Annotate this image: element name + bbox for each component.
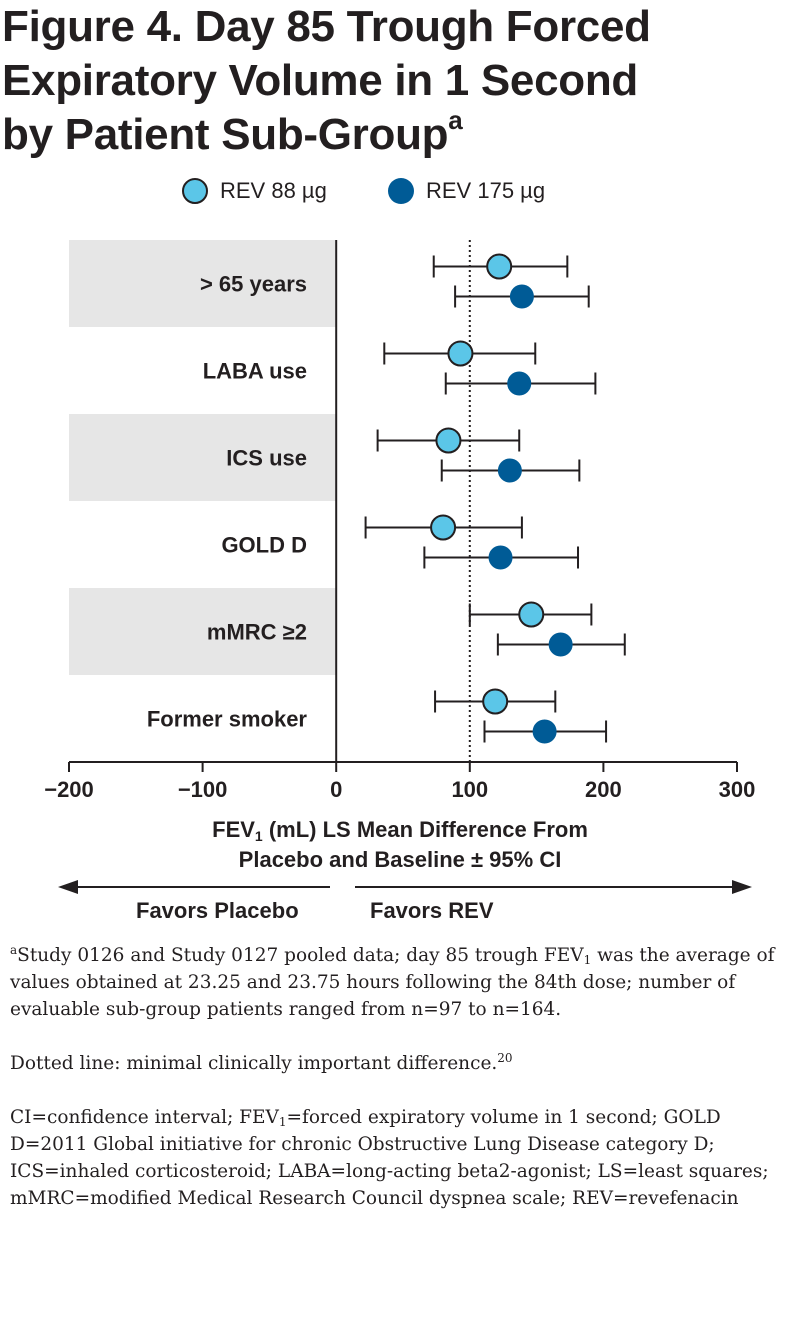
x-tick-label: 200 (585, 777, 622, 802)
point-rev175 (497, 458, 522, 483)
x-tick-label: 300 (719, 777, 756, 802)
row-band (69, 588, 337, 675)
row-band (69, 414, 337, 501)
footnote-1-sub: 1 (583, 953, 592, 967)
footnote-3-sub: 1 (278, 1115, 287, 1129)
title-line-3-text: by Patient Sub-Group (2, 110, 449, 159)
category-label: ICS use (226, 446, 307, 471)
category-label: > 65 years (200, 272, 307, 297)
footnote-3b: =forced expiratory volume in 1 second; G… (10, 1107, 769, 1209)
x-tick-label: 100 (451, 777, 488, 802)
title-footnote-marker: a (448, 105, 463, 135)
legend-marker-rev175 (388, 178, 414, 204)
footnote-2-ref: 20 (497, 1051, 513, 1065)
x-tick-label: −200 (44, 777, 94, 802)
x-axis-title-sub: 1 (254, 828, 263, 844)
favors-placebo-label: Favors Placebo (136, 898, 299, 923)
legend-item-rev175: REV 175 µg (388, 178, 545, 204)
forest-plot: > 65 years LABA use ICS use GOLD D mMRC ≥2 Fo… (44, 240, 756, 802)
footnote-1a: Study 0126 and Study 0127 pooled data; d… (17, 945, 584, 966)
point-rev88 (482, 688, 509, 715)
favors-rev-arrowhead (732, 880, 752, 894)
point-rev175 (507, 371, 532, 396)
point-rev88 (435, 427, 462, 454)
title-line-2: Expiratory Volume in 1 Second (2, 56, 638, 105)
point-rev88 (518, 601, 545, 628)
legend-item-rev88: REV 88 µg (182, 178, 327, 204)
point-rev88 (447, 340, 474, 367)
title-line-1: Figure 4. Day 85 Trough Forced (2, 2, 651, 51)
x-tick-label: 0 (330, 777, 342, 802)
point-rev175 (532, 719, 557, 744)
x-axis-title-line-2: Placebo and Baseline ± 95% CI (238, 847, 562, 872)
x-axis-title-post: (mL) LS Mean Difference From (262, 817, 588, 842)
category-label: Former smoker (147, 707, 308, 732)
category-label: mMRC ≥2 (207, 620, 307, 645)
category-label: GOLD D (221, 533, 307, 558)
point-rev175 (509, 284, 534, 309)
footnote-2-text: Dotted line: minimal clinically importan… (10, 1053, 498, 1074)
title-line-3: by Patient Sub-Groupa (2, 105, 792, 162)
footnote-pooled-data: aStudy 0126 and Study 0127 pooled data; … (10, 942, 790, 1023)
favors-placebo-arrowhead (58, 880, 78, 894)
footnote-abbreviations: CI=confidence interval; FEV1=forced expi… (10, 1104, 790, 1212)
footnotes: aStudy 0126 and Study 0127 pooled data; … (10, 942, 790, 1239)
x-tick-label: −100 (178, 777, 228, 802)
point-rev175 (488, 545, 513, 570)
point-rev88 (430, 514, 457, 541)
row-band (69, 240, 337, 327)
point-rev88 (486, 253, 513, 280)
favors-rev-label: Favors REV (370, 898, 494, 923)
legend-label-rev88: REV 88 µg (220, 178, 327, 203)
x-axis-title-line-1: FEV1 (mL) LS Mean Difference From (0, 815, 800, 845)
x-axis-title-pre: FEV (212, 817, 255, 842)
favors-arrows (58, 880, 752, 894)
footnote-1b: was the average of values obtained at 23… (10, 945, 775, 1020)
footnote-3a: CI=confidence interval; FEV (10, 1107, 279, 1128)
footnote-dotted-line: Dotted line: minimal clinically importan… (10, 1050, 790, 1077)
legend-label-rev175: REV 175 µg (426, 178, 546, 203)
legend-marker-rev88 (182, 178, 208, 204)
point-rev175 (548, 632, 573, 657)
chart-legend: REV 88 µg REV 175 µg (0, 174, 800, 214)
figure-title: Figure 4. Day 85 Trough Forced Expirator… (2, 0, 792, 162)
category-label: LABA use (203, 359, 307, 384)
footnote-marker: a (10, 943, 18, 957)
